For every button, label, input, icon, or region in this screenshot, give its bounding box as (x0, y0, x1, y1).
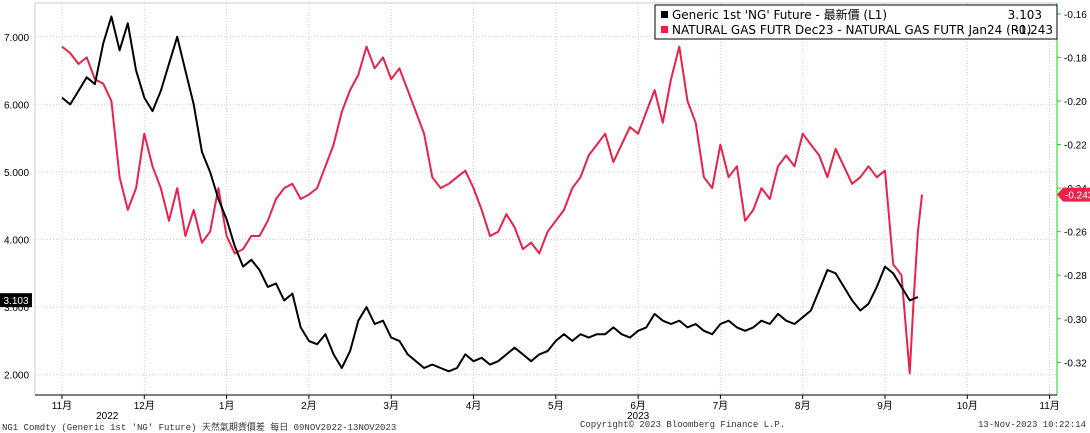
x-tick-label: 2月 (301, 400, 317, 412)
labels: 3.103 -0.243 (0, 187, 1090, 308)
footer-right: 13-Nov-2023 10:22:14 (977, 420, 1086, 430)
legend-swatch-2 (661, 26, 668, 33)
x-tick-label: 12月 (134, 400, 155, 412)
last-value-badge-right (1057, 187, 1090, 202)
series-line-ng-spread (61, 45, 923, 375)
legend-box (654, 4, 1058, 40)
footer-left: NG1 Comdty (Generic 1st 'NG' Future) 天然氣… (2, 423, 397, 433)
right-tick-label: -0.32 (1064, 358, 1087, 369)
x-tick-label: 1月 (219, 400, 235, 412)
right-tick-label: -0.18 (1064, 53, 1087, 64)
x-tick-label: 7月 (713, 400, 729, 412)
legend: Generic 1st 'NG' Future - 最新價 (L1) 3.103… (654, 4, 1058, 40)
grid-lines (35, 3, 1057, 395)
left-tick-label: 6.000 (4, 100, 29, 111)
left-tick-label: 5.000 (4, 168, 29, 179)
x-tick-label: 5月 (548, 400, 564, 412)
footer-center: Copyright© 2023 Bloomberg Finance L.P. (580, 420, 786, 430)
legend-series-2-value: -0.243 (1014, 23, 1053, 37)
right-tick-label: -0.22 (1064, 141, 1087, 152)
right-tick-label: -0.30 (1064, 315, 1087, 326)
x-tick-label: 11月 (52, 400, 72, 412)
x-tick-label: 8月 (795, 400, 811, 412)
right-tick-label: -0.28 (1064, 271, 1087, 282)
x-tick-label: 11月 (1039, 400, 1059, 412)
legend-swatch-1 (661, 11, 668, 18)
x-tick-label: 10月 (957, 400, 978, 412)
last-value-badge-left (0, 293, 32, 308)
left-tick-label: 2.000 (4, 371, 29, 382)
x-tick-label: 9月 (877, 400, 893, 412)
plot-area (34, 2, 1058, 396)
year-label-2023: 2023 (627, 411, 650, 422)
year-label-2022: 2022 (96, 411, 119, 422)
left-tick-label: 7.000 (4, 33, 29, 44)
last-value-right-text: -0.243 (1065, 191, 1090, 202)
right-tick-label: -0.16 (1064, 10, 1087, 21)
legend-series-2-label: NATURAL GAS FUTR Dec23 - NATURAL GAS FUT… (672, 23, 1031, 37)
right-tick-label: -0.26 (1064, 228, 1087, 239)
left-tick-label: 4.000 (4, 236, 29, 247)
x-tick-label: 6月 (630, 400, 646, 412)
legend-series-1-label: Generic 1st 'NG' Future - 最新價 (L1) (672, 7, 887, 22)
right-tick-label: -0.20 (1064, 97, 1087, 108)
left-tick-label: 3.000 (4, 303, 29, 314)
series (61, 15, 923, 375)
x-tick-label: 3月 (383, 400, 399, 412)
legend-series-1-value: 3.103 (1008, 8, 1042, 22)
x-tick-label: 4月 (466, 400, 482, 412)
series-line-ng-front (61, 15, 919, 373)
ticks: 2.000 3.000 4.000 5.000 6.000 7.000 11月 12月 1月 2月… (4, 10, 1087, 422)
last-value-left-text: 3.103 (3, 296, 28, 307)
